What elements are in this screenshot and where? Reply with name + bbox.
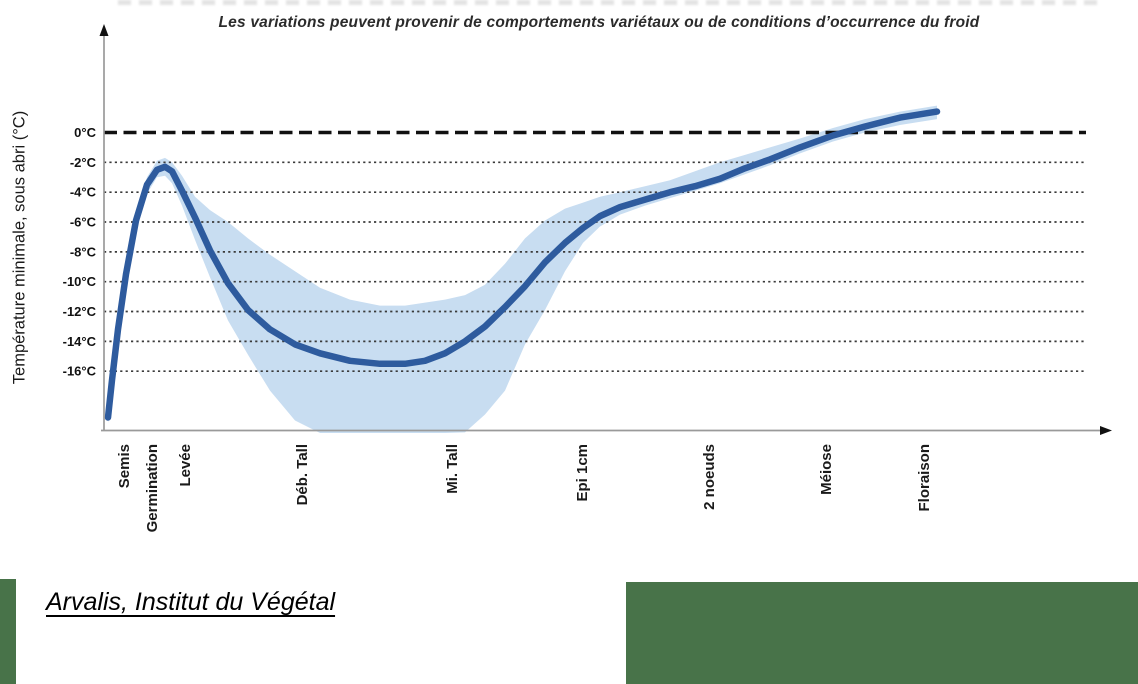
y-tick-label: 0°C — [74, 125, 96, 140]
x-tick-label-2 noeuds: 2 noeuds — [701, 444, 718, 510]
temperature-stage-chart: 0°C-2°C-4°C-6°C-8°C-10°C-12°C-14°C-16°C … — [63, 24, 1112, 532]
y-axis-arrowhead-icon — [99, 24, 109, 36]
source-caption: Arvalis, Institut du Végétal — [46, 588, 336, 616]
y-tick-label: -4°C — [70, 185, 97, 200]
variability-band-layer — [108, 105, 937, 433]
x-tick-label-Floraison: Floraison — [916, 444, 933, 512]
y-tick-label: -2°C — [70, 155, 97, 170]
y-tick-label-layer: 0°C -2°C -4°C -6°C -8°C -10°C -12°C -14°C -16°C — [63, 125, 97, 379]
green-strip-left — [0, 579, 16, 684]
y-tick-label: -12°C — [63, 304, 97, 319]
y-tick-label: -14°C — [63, 334, 97, 349]
y-tick-label: -16°C — [63, 364, 97, 379]
green-rect — [626, 582, 1138, 684]
x-tick-label-Semis: Semis — [116, 444, 133, 488]
x-tick-label-Déb. Tall: Déb. Tall — [294, 444, 311, 505]
axes-layer — [99, 24, 1112, 435]
curve-layer — [104, 108, 941, 421]
chart-title: Les variations peuvent provenir de compo… — [218, 14, 980, 31]
y-tick-label: -10°C — [63, 274, 97, 289]
variability-band — [108, 105, 937, 433]
x-tick-label-layer: Semis Germination Levée Déb. Tall Mi. Tall Ep… — [116, 444, 933, 532]
x-axis-arrowhead-icon — [1100, 426, 1112, 435]
y-tick-label: -6°C — [70, 215, 97, 230]
x-tick-label-Epi 1cm: Epi 1cm — [574, 444, 591, 502]
x-tick-label-Méiose: Méiose — [818, 444, 835, 495]
y-tick-label: -8°C — [70, 244, 97, 259]
x-tick-label-Germination: Germination — [144, 444, 161, 532]
x-tick-label-Mi. Tall: Mi. Tall — [444, 444, 461, 494]
gridline-layer — [104, 130, 1086, 373]
cropped-text-artifact — [118, 0, 1098, 5]
x-tick-label-Levée: Levée — [177, 444, 194, 487]
min-temperature-curve — [104, 108, 941, 421]
